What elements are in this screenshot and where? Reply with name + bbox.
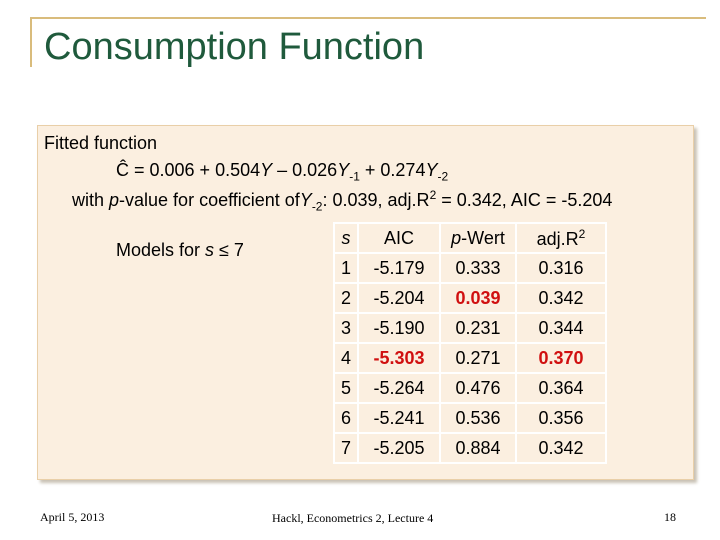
cell: 3 bbox=[333, 312, 359, 344]
header-text: s bbox=[341, 227, 351, 248]
header-text: adj.R bbox=[536, 228, 579, 249]
formula-part: Y bbox=[425, 160, 438, 180]
cell: 0.039 bbox=[439, 282, 517, 314]
formula-part: Ĉ = 0.006 + 0.504 bbox=[116, 160, 261, 180]
cell: -5.264 bbox=[357, 372, 441, 404]
text-part: Y bbox=[299, 190, 312, 210]
cell: 0.476 bbox=[439, 372, 517, 404]
cell: 4 bbox=[333, 342, 359, 374]
header-cell: adj.R2 bbox=[515, 222, 607, 254]
cell: 0.342 bbox=[515, 432, 607, 464]
text-part: -value for coefficient of bbox=[119, 190, 300, 210]
cell: -5.204 bbox=[357, 282, 441, 314]
table-row: 3 -5.190 0.231 0.344 bbox=[333, 312, 607, 344]
header-cell: p-Wert bbox=[439, 222, 517, 254]
header-text: p bbox=[451, 227, 462, 248]
text-sub: -2 bbox=[311, 199, 323, 214]
formula-part: + 0.274 bbox=[359, 160, 426, 180]
cell: 0.231 bbox=[439, 312, 517, 344]
cell: 0.271 bbox=[439, 342, 517, 374]
cell: 0.364 bbox=[515, 372, 607, 404]
table-row: 2 -5.204 0.039 0.342 bbox=[333, 282, 607, 314]
text-part: : 0.039, adj.R bbox=[322, 190, 430, 210]
cell: 0.344 bbox=[515, 312, 607, 344]
header-text: -Wert bbox=[461, 227, 505, 248]
text-part: p bbox=[109, 190, 120, 210]
text-part: with bbox=[72, 190, 110, 210]
with-line: with p-value for coefficient ofY-2: 0.03… bbox=[72, 188, 612, 214]
header-sup: 2 bbox=[578, 226, 586, 241]
title-rule bbox=[30, 17, 706, 19]
cell: -5.205 bbox=[357, 432, 441, 464]
cell: -5.190 bbox=[357, 312, 441, 344]
formula-part: Y bbox=[337, 160, 350, 180]
cell: 0.316 bbox=[515, 252, 607, 284]
formula-part: – 0.026 bbox=[272, 160, 338, 180]
formula-sub: -2 bbox=[437, 169, 449, 184]
formula: Ĉ = 0.006 + 0.504Y – 0.026Y-1 + 0.274Y-2 bbox=[116, 160, 448, 184]
table-row: 6 -5.241 0.536 0.356 bbox=[333, 402, 607, 434]
text-part: s bbox=[205, 240, 215, 260]
header-cell: s bbox=[333, 222, 359, 254]
text-sup: 2 bbox=[429, 188, 437, 202]
cell: 1 bbox=[333, 252, 359, 284]
footer-course: Hackl, Econometrics 2, Lecture 4 bbox=[272, 511, 434, 525]
cell: 0.342 bbox=[515, 282, 607, 314]
table-row: 4 -5.303 0.271 0.370 bbox=[333, 342, 607, 374]
slide-title: Consumption Function bbox=[44, 26, 425, 68]
cell: 0.536 bbox=[439, 402, 517, 434]
cell: 0.333 bbox=[439, 252, 517, 284]
cell: -5.241 bbox=[357, 402, 441, 434]
text-part: ≤ 7 bbox=[214, 240, 244, 260]
cell: 0.356 bbox=[515, 402, 607, 434]
intro-text: Fitted function bbox=[44, 133, 158, 153]
cell: 6 bbox=[333, 402, 359, 434]
table-row: 7 -5.205 0.884 0.342 bbox=[333, 432, 607, 464]
header-cell: AIC bbox=[357, 222, 441, 254]
cell: 5 bbox=[333, 372, 359, 404]
page-number: 18 bbox=[664, 510, 676, 524]
models-table: s AIC p-Wert adj.R2 1 -5.179 0.333 0.316 2-… bbox=[333, 222, 607, 464]
title-rule-left bbox=[30, 17, 32, 67]
cell: 0.370 bbox=[515, 342, 607, 374]
formula-sub: -1 bbox=[349, 169, 360, 184]
table-row: 1 -5.179 0.333 0.316 bbox=[333, 252, 607, 284]
table-row: 5 -5.264 0.476 0.364 bbox=[333, 372, 607, 404]
cell: -5.179 bbox=[357, 252, 441, 284]
text-part: Models for bbox=[116, 240, 206, 260]
table-header: s AIC p-Wert adj.R2 bbox=[333, 222, 607, 254]
formula-part: Y bbox=[260, 160, 273, 180]
footer-date: April 5, 2013 bbox=[40, 510, 105, 524]
cell: 0.884 bbox=[439, 432, 517, 464]
cell: 2 bbox=[333, 282, 359, 314]
text-part: = 0.342, AIC = -5.204 bbox=[436, 190, 613, 210]
models-label: Models for s ≤ 7 bbox=[116, 240, 244, 261]
cell: -5.303 bbox=[357, 342, 441, 374]
cell: 7 bbox=[333, 432, 359, 464]
